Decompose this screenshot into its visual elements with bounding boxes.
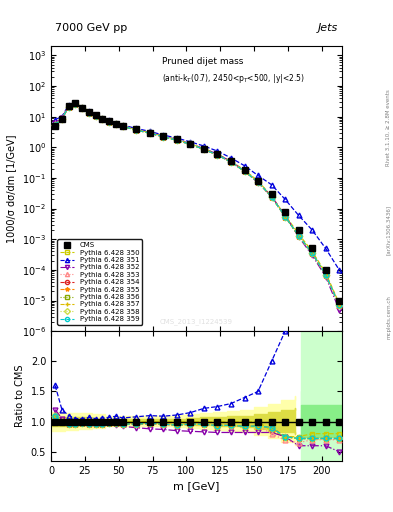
CMS <box>100 116 105 122</box>
CMS <box>215 151 220 157</box>
CMS <box>229 158 233 164</box>
CMS <box>202 145 206 152</box>
CMS <box>242 167 247 173</box>
CMS <box>86 109 91 115</box>
Text: Jets: Jets <box>318 23 338 33</box>
CMS <box>66 103 71 109</box>
Legend: CMS, Pythia 6.428 350, Pythia 6.428 351, Pythia 6.428 352, Pythia 6.428 353, Pyt: CMS, Pythia 6.428 350, Pythia 6.428 351,… <box>57 240 142 325</box>
CMS <box>94 112 98 118</box>
CMS <box>256 178 261 184</box>
Text: [arXiv:1306.3436]: [arXiv:1306.3436] <box>386 205 391 255</box>
CMS <box>323 267 328 273</box>
Text: 7000 GeV pp: 7000 GeV pp <box>55 23 127 33</box>
CMS <box>337 297 342 304</box>
CMS <box>134 126 139 133</box>
CMS <box>80 105 84 111</box>
Text: Pruned dijet mass: Pruned dijet mass <box>162 57 243 67</box>
CMS <box>161 133 166 139</box>
Text: Rivet 3.1.10, ≥ 2.8M events: Rivet 3.1.10, ≥ 2.8M events <box>386 90 391 166</box>
CMS <box>310 245 314 251</box>
CMS <box>188 141 193 147</box>
CMS <box>296 227 301 233</box>
CMS <box>269 191 274 197</box>
Text: CMS_2013_I1224539: CMS_2013_I1224539 <box>160 319 233 326</box>
CMS <box>147 130 152 136</box>
Text: (anti-k$_T$(0.7), 2450<p$_T$<500, |y|<2.5): (anti-k$_T$(0.7), 2450<p$_T$<500, |y|<2.… <box>162 72 305 85</box>
CMS <box>73 100 78 106</box>
Y-axis label: 1000/σ dσ/dm [1/GeV]: 1000/σ dσ/dm [1/GeV] <box>6 134 17 243</box>
CMS <box>283 208 287 215</box>
CMS <box>174 136 179 142</box>
Line: CMS: CMS <box>52 101 342 303</box>
Y-axis label: Ratio to CMS: Ratio to CMS <box>15 365 25 427</box>
CMS <box>53 123 57 129</box>
Text: mcplots.cern.ch: mcplots.cern.ch <box>386 295 391 339</box>
CMS <box>114 121 118 127</box>
CMS <box>60 116 64 122</box>
X-axis label: m [GeV]: m [GeV] <box>173 481 220 491</box>
CMS <box>120 123 125 129</box>
CMS <box>107 118 112 124</box>
